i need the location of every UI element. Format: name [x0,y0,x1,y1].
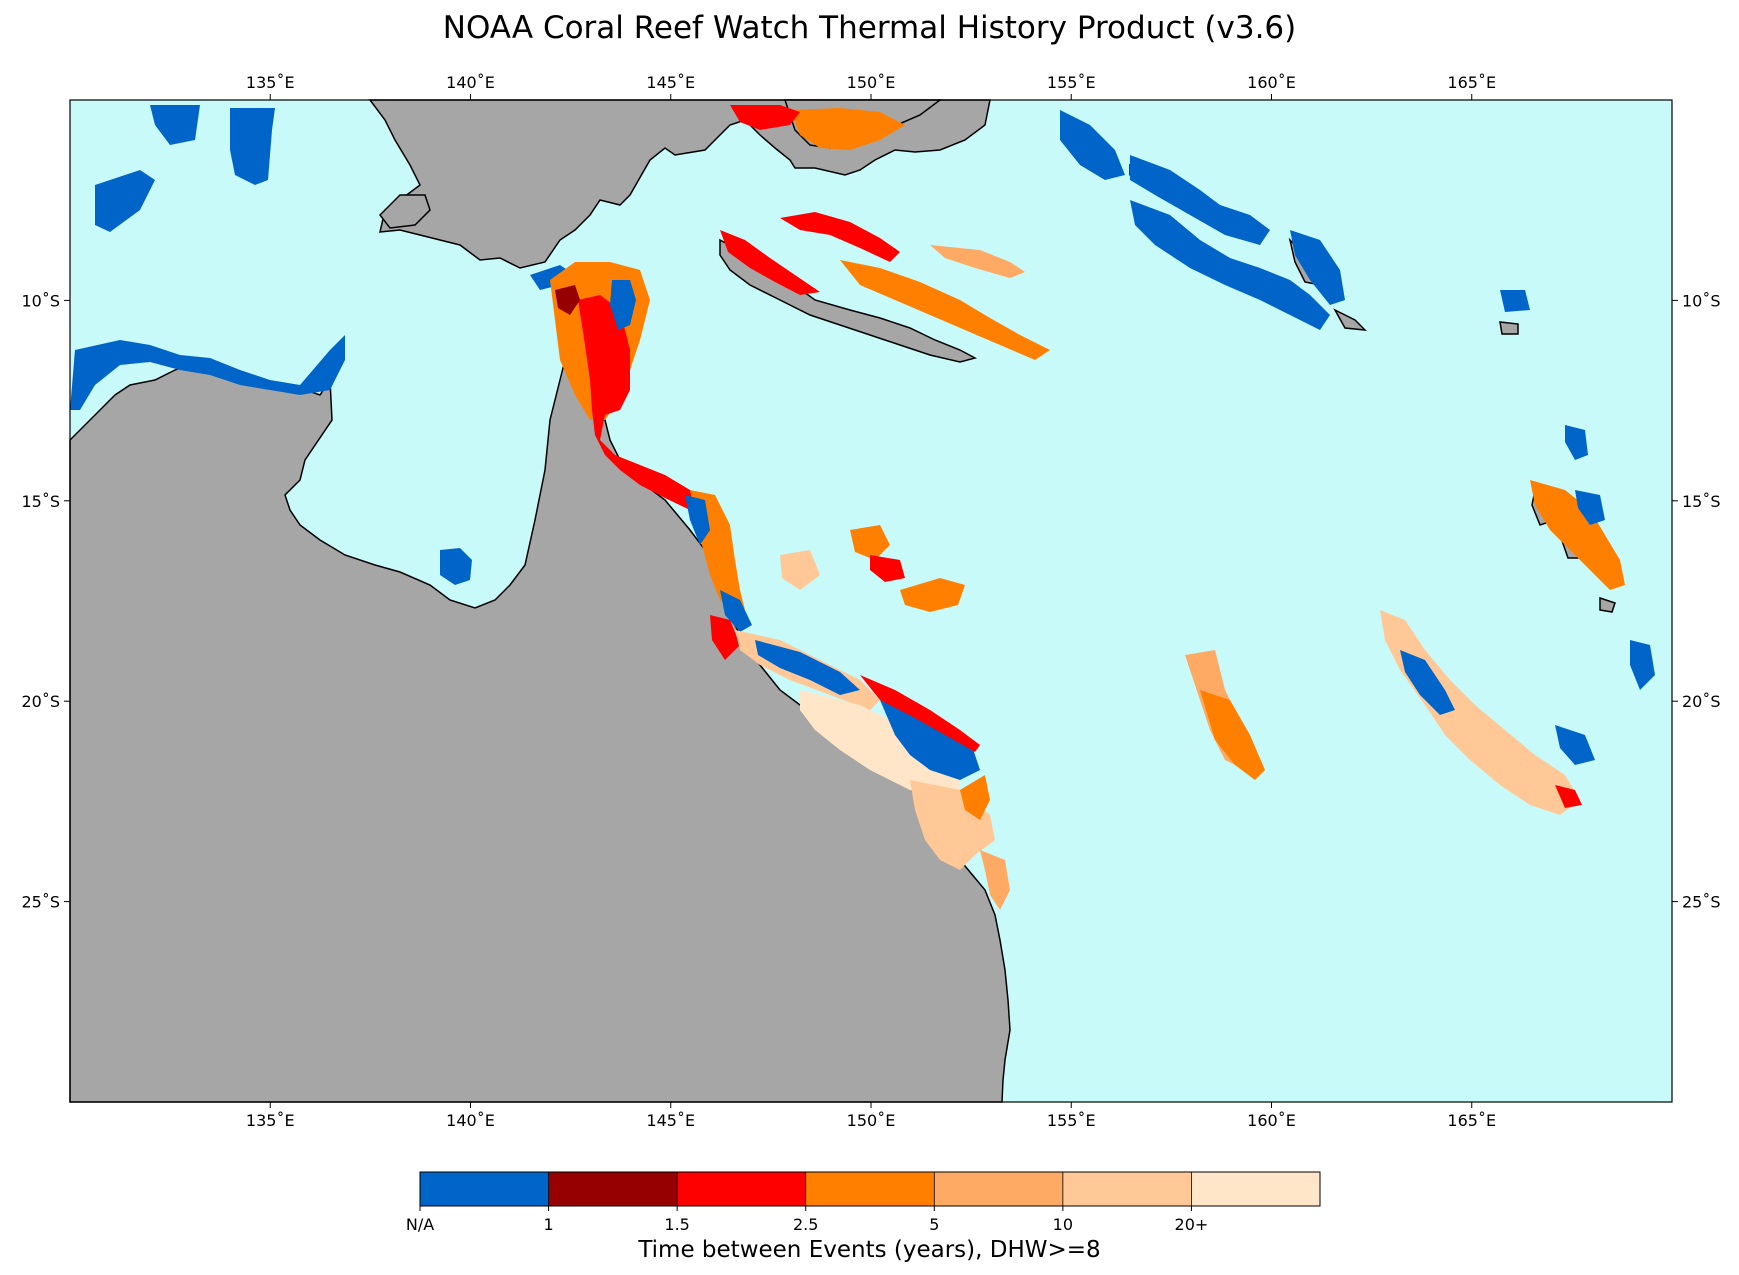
reef-patch-capricorn-orange [960,775,990,820]
lon-tick-label-top: 150˚E [847,73,896,92]
reef-patch-carpentaria-nw [70,335,345,410]
reef-patch-new-caledonia-red [1555,785,1582,808]
lat-tick-label-left: 10˚S [21,291,60,310]
colorbar-tick-label: 2.5 [793,1215,818,1234]
colorbar-title: Time between Events (years), DHW>=8 [638,1237,1101,1263]
colorbar-tick-label: N/A [406,1215,434,1234]
map-title: NOAA Coral Reef Watch Thermal History Pr… [442,10,1297,46]
lon-tick-label-top: 145˚E [646,73,695,92]
reef-patch-aru-blue [230,108,275,185]
lat-tick-label-right: 15˚S [1682,492,1721,511]
colorbar-tick-label: 1 [543,1215,553,1234]
reef-patch-loyalty-blue [1555,725,1595,765]
reef-patch-hervey-light [980,850,1010,910]
lon-tick-label-top: 135˚E [246,73,295,92]
lat-tick-label-right: 20˚S [1682,692,1721,711]
lon-tick-label-bottom: 150˚E [847,1111,896,1130]
lon-tick-label-bottom: 145˚E [646,1111,695,1130]
reef-patch-northwest-blue [150,105,200,145]
reef-patch-whitsunday-light [800,690,960,800]
reef-patch-pompey-red [860,675,980,752]
lon-tick-label-top: 155˚E [1047,73,1096,92]
reef-patch-new-caledonia-light [1380,610,1580,815]
colorbar-segment [677,1172,806,1206]
reef-patch-townsville-blue [755,640,860,695]
colorbar-tick-label: 10 [1053,1215,1073,1234]
lon-tick-label-top: 140˚E [446,73,495,92]
lon-tick-label-bottom: 160˚E [1247,1111,1296,1130]
reef-patch-solomon-blue-4 [1290,230,1345,305]
reef-patch-new-caledonia-blue [1400,650,1455,715]
solomon-island-5 [1333,308,1368,331]
colorbar-segment [805,1172,935,1206]
thermal-history-layer [70,105,1655,910]
reef-patch-central-gbr-blue-1 [685,495,710,545]
lon-tick-label-top: 160˚E [1247,73,1296,92]
reef-patch-png-north [790,108,905,150]
reef-patch-coralsea-2 [870,555,905,582]
reef-patch-png-red [780,212,900,262]
lat-tick-label-left: 25˚S [21,893,60,912]
reef-patch-solomon-blue-2 [1130,155,1270,245]
reef-patch-vanuatu-south-blue [1630,640,1655,690]
lon-tick-label-top: 165˚E [1447,73,1496,92]
reef-patch-cape-york-red [578,295,700,510]
colorbar-tick-label: 5 [929,1215,939,1234]
png-peninsula [719,238,978,363]
reef-patch-coralsea-3 [900,578,965,612]
reef-patch-png-north-red [730,105,800,130]
latitude-ticks: 10˚S 10˚S 15˚S 15˚S 20˚S 20˚S 25˚S 25˚S [21,291,1720,911]
reef-patch-png-orange [840,260,1050,360]
banks-island [1499,321,1519,335]
reef-patch-png-light [930,245,1025,278]
lon-tick-label-bottom: 155˚E [1047,1111,1096,1130]
reef-patch-vanuatu-blue [1575,490,1605,525]
lat-tick-label-right: 10˚S [1682,291,1721,310]
reef-patch-townsville-red [710,615,740,660]
lon-tick-label-bottom: 165˚E [1447,1111,1496,1130]
vanuatu-efate [1599,596,1616,613]
colorbar: N/A 1 1.5 2.5 5 10 20+ [406,1171,1321,1234]
reef-patch-cape-york-darkred [555,285,580,315]
colorbar-segment [420,1172,549,1206]
colorbar-segment [548,1172,678,1206]
colorbar-segment [1191,1172,1320,1206]
kolepom-island [379,194,431,229]
reef-patch-pompey-blue [880,700,980,780]
colorbar-segment [1062,1172,1192,1206]
reef-patch-cape-york-blue [610,280,636,330]
lon-tick-label-bottom: 140˚E [446,1111,495,1130]
lon-tick-label-bottom: 135˚E [246,1111,295,1130]
reef-patch-tanimbar-blue [95,170,155,232]
reef-patch-vanuatu-orange [1530,480,1625,590]
reef-patch-santa-cruz-blue [1500,290,1530,312]
reef-patch-png-coast-red [720,230,820,295]
reef-patch-solomon-blue-3 [1130,200,1330,330]
reef-patch-carpentaria-bottom [440,548,472,585]
reef-patch-solomon-blue-1 [1060,110,1125,180]
lat-tick-label-left: 20˚S [21,692,60,711]
reef-patch-coralsea-4 [780,550,820,590]
reef-patch-central-gbr-blue-2 [720,590,752,632]
colorbar-tick-label: 20+ [1175,1215,1209,1234]
reef-patch-coralsea-6 [1200,690,1265,780]
longitude-ticks: 135˚E 135˚E 140˚E 140˚E 145˚E 145˚E 150˚E 150˚E… [246,73,1496,1130]
reef-patch-coralsea-1 [850,525,890,560]
lat-tick-label-left: 15˚S [21,492,60,511]
colorbar-tick-label: 1.5 [664,1215,689,1234]
colorbar-segment [934,1172,1063,1206]
lat-tick-label-right: 25˚S [1682,893,1721,912]
reef-patch-vanuatu-north-blue [1565,425,1588,460]
colorbar-outline [419,1171,1321,1207]
